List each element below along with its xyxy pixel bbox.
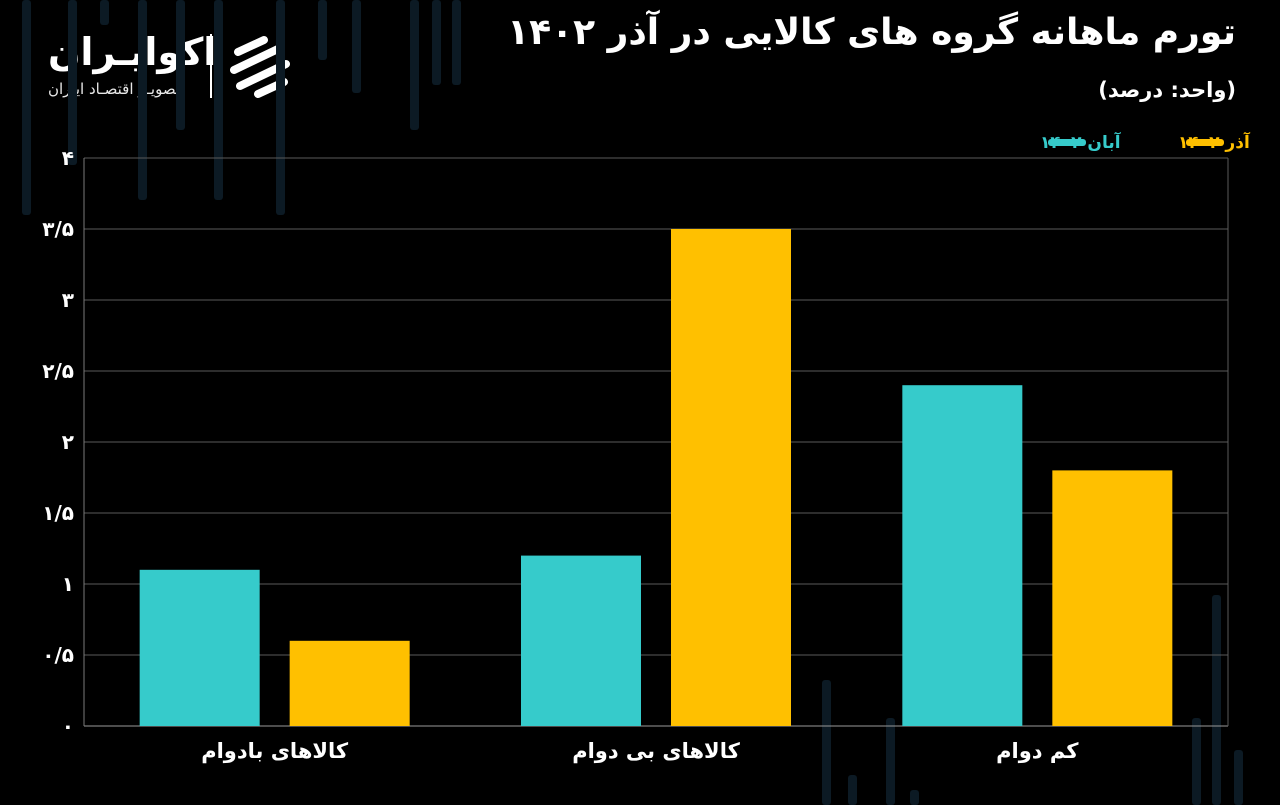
background-stripe — [410, 0, 419, 130]
background-stripe — [318, 0, 327, 60]
y-tick-label: ۳ — [62, 288, 74, 312]
background-stripe — [176, 0, 185, 130]
background-stripe — [22, 0, 31, 215]
logo-divider — [210, 34, 212, 98]
y-tick-label: ۲ — [62, 430, 74, 454]
bar — [289, 640, 410, 726]
background-stripe — [1192, 718, 1201, 805]
legend-swatch — [1048, 139, 1086, 146]
background-stripe — [452, 0, 461, 85]
bar — [902, 385, 1023, 726]
y-tick-label: ۰/۵ — [42, 643, 74, 667]
background-stripe — [1212, 595, 1221, 805]
background-stripe — [352, 0, 361, 93]
bar — [521, 555, 641, 726]
background-stripe — [214, 0, 223, 200]
legend-label: آذر ۱۴۰۲ — [1178, 131, 1251, 153]
background-stripe — [1234, 750, 1243, 805]
legend-label: آبان ۱۴۰۲ — [1040, 131, 1122, 153]
background-stripe — [910, 790, 919, 805]
x-category-label: کالاهای بادوام — [201, 739, 349, 763]
x-category-label: کالاهای بی دوام — [572, 739, 740, 763]
chart-subtitle: (واحد: درصد) — [1098, 78, 1236, 102]
background-stripe — [100, 0, 109, 25]
y-tick-label: ۲/۵ — [42, 359, 74, 383]
x-category-label: کم دوام — [996, 739, 1079, 763]
chart-title: تورم ماهانه گروه های کالایی در آذر ۱۴۰۲ — [507, 12, 1236, 53]
y-tick-label: ۱ — [62, 572, 74, 596]
bar — [139, 569, 260, 726]
background-stripe — [848, 775, 857, 805]
background-stripe — [138, 0, 147, 200]
bar — [671, 229, 791, 726]
legend-swatch — [1186, 139, 1224, 146]
background-stripe — [822, 680, 831, 805]
background-stripe — [68, 0, 77, 165]
background-stripe — [276, 0, 285, 215]
y-tick-label: ۴ — [62, 146, 74, 170]
y-tick-label: ۰ — [62, 714, 74, 738]
y-tick-label: ۱/۵ — [42, 501, 74, 525]
background-stripe — [886, 718, 895, 805]
bar — [1052, 470, 1173, 726]
y-tick-label: ۳/۵ — [42, 217, 74, 241]
background-stripe — [432, 0, 441, 85]
brand-tagline: تصویـر اقتصـاد ایـران — [48, 80, 181, 98]
